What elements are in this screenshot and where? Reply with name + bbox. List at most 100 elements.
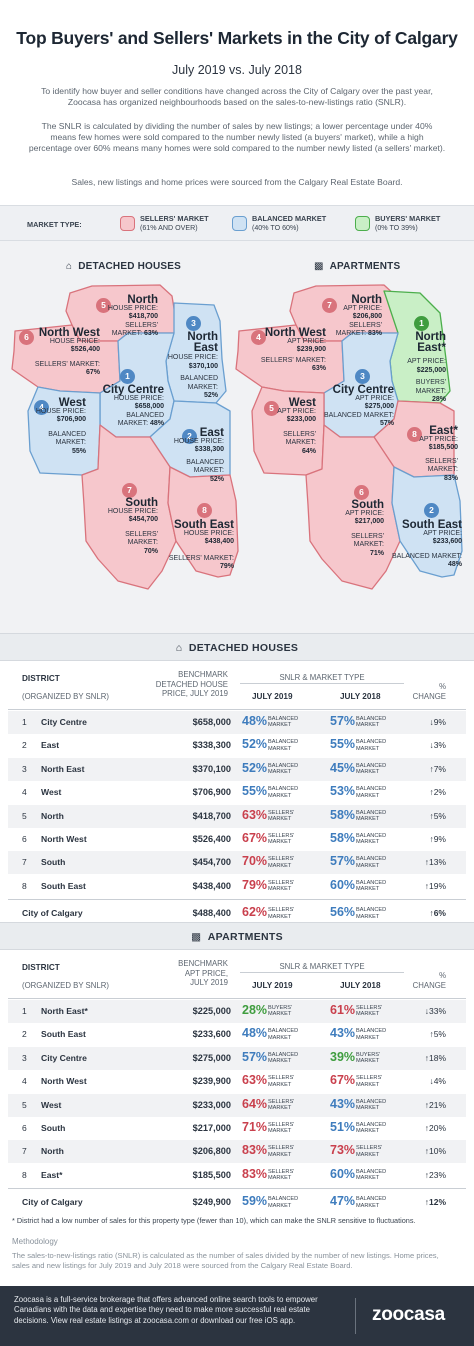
price-value: $418,700 (128, 313, 158, 321)
change-cell: ↑10% (416, 1146, 446, 1156)
district-cell: City Centre (41, 1052, 87, 1063)
table-row: 8 East* $185,500 83% SELLERS' MARKET 60% BALANC… (8, 1164, 466, 1187)
snlr-2019-cell: 79% (242, 877, 268, 892)
col-change-text: CHANGE (412, 980, 446, 990)
price-cell: $438,400 (192, 880, 231, 891)
region-name: North East (187, 331, 218, 354)
col-2018: JULY 2018 (340, 692, 381, 701)
district-cell: South East (41, 1029, 86, 1040)
market-word: MARKET (356, 913, 380, 920)
market-word: MARKET (356, 862, 380, 869)
table-row: 7 North $206,800 83% SELLERS' MARKET 73% SELLER… (8, 1140, 466, 1164)
col-2019: JULY 2019 (252, 692, 293, 701)
legend-balanced: BALANCED MARKET (40% TO 60%) (252, 214, 326, 232)
market-word: MARKET (268, 913, 292, 920)
change-value: 19% (428, 880, 446, 891)
apt-citycentre-label: City Centre APT PRICE: $275,000 BALANCED… (322, 385, 394, 429)
detached-east-label: East HOUSE PRICE: $338,300 BALANCED MARK… (170, 428, 224, 485)
price-cell: $370,100 (192, 763, 231, 774)
region-name: North (351, 294, 382, 306)
col-district: DISTRICT (22, 674, 60, 683)
col-snlr: SNLR & MARKET TYPE (279, 962, 365, 971)
market-type-2019: BALANCED MARKET (268, 739, 298, 752)
market-word: MARKET (268, 862, 292, 869)
rank-cell: 3 (22, 763, 27, 774)
market-label: SELLERS' MARKET: (168, 554, 234, 562)
arrow-up-icon: ↑ (424, 857, 429, 868)
change-value: 6% (433, 908, 446, 919)
price-value: $206,800 (352, 313, 382, 321)
price-cell: $217,000 (192, 1123, 231, 1133)
market-word: MARKET (268, 886, 292, 893)
price-cell: $658,000 (192, 717, 231, 727)
market-word: BALANCED (356, 809, 387, 816)
snlr-value: 48% (447, 561, 462, 569)
header: Top Buyers' and Sellers' Markets in the … (0, 0, 474, 205)
change-value: 23% (428, 1169, 446, 1180)
detached-map-title-text: DETACHED HOUSES (78, 261, 182, 272)
arrow-up-icon: ↑ (424, 1197, 429, 1208)
change-value: 7% (433, 763, 446, 774)
change-value: 4% (433, 1076, 446, 1087)
snlr-2019-cell: 55% (242, 784, 268, 799)
market-type-2018: BALANCED MARKET (356, 856, 386, 869)
col-divider (240, 972, 404, 973)
market-word: MARKET (268, 1058, 292, 1065)
snlr-value: 83% (367, 330, 382, 338)
snlr-value: 28% (431, 396, 446, 404)
arrow-up-icon: ↑ (429, 834, 434, 844)
market-type-2018: BALANCED MARKET (356, 880, 386, 893)
change-value: 9% (433, 834, 446, 844)
detached-table-title: DETACHED HOUSES (188, 642, 299, 654)
apartments-table-title: APARTMENTS (207, 931, 283, 943)
price-cell: $225,000 (192, 1006, 231, 1016)
change-cell: ↑18% (416, 1053, 446, 1063)
price-label: APT PRICE: (419, 435, 458, 443)
rank-badge: 4 (34, 400, 49, 415)
market-type-2019: SELLERS' MARKET (268, 1099, 294, 1112)
region-name: North West (264, 327, 326, 339)
change-value: 10% (428, 1146, 446, 1157)
rank-badge: 1 (414, 316, 429, 331)
district-cell: North (41, 1146, 64, 1157)
region-name: West (288, 397, 316, 409)
apt-north-label: North APT PRICE: $206,800 SELLERS' MARKE… (330, 294, 382, 339)
region-name: South East (173, 519, 234, 531)
change-cell: ↓4% (416, 1076, 446, 1086)
col-district: DISTRICT (22, 963, 60, 972)
table-row: 2 South East $233,600 48% BALANCED MARKET 43% B… (8, 1023, 466, 1046)
market-word: BALANCED (268, 739, 299, 746)
market-label: BALANCED MARKET: (391, 552, 462, 560)
district-maps-svg (11, 284, 463, 590)
rank-cell: 4 (22, 787, 27, 798)
arrow-up-icon: ↑ (424, 880, 429, 891)
market-label: BALANCED MARKET: (323, 411, 394, 419)
market-word: BALANCED (268, 1196, 299, 1203)
snlr-2019-cell: 57% (242, 1049, 268, 1064)
price-label: HOUSE PRICE: (173, 437, 224, 445)
market-word: SELLERS' (268, 1075, 295, 1082)
rank-badge: 6 (354, 485, 369, 500)
change-cell: ↓3% (416, 740, 446, 750)
market-word: BALANCED (268, 762, 299, 769)
building-icon: ▩ (314, 261, 324, 272)
arrow-up-icon: ↑ (424, 1123, 429, 1133)
col-price-line: PRICE, JULY 2019 (161, 689, 228, 698)
col-organized: (ORGANIZED BY SNLR) (22, 692, 109, 701)
market-word: BALANCED (356, 1196, 387, 1203)
price-label: APT PRICE: (343, 304, 382, 312)
market-label: BALANCED MARKET: (186, 458, 224, 475)
detached-table: DISTRICT (ORGANIZED BY SNLR) BENCHMARK D… (0, 661, 474, 926)
market-type-2018: BALANCED MARKET (356, 1099, 386, 1112)
price-label: HOUSE PRICE: (49, 337, 100, 345)
buyers-swatch (355, 216, 370, 231)
home-icon: ⌂ (66, 261, 73, 272)
price-label: APT PRICE: (345, 509, 384, 517)
sellers-swatch (120, 216, 135, 231)
col-2018: JULY 2018 (340, 981, 381, 990)
rank-cell: 5 (22, 1099, 27, 1110)
market-word: BALANCED (268, 786, 299, 793)
zoocasa-logo[interactable]: zoocasa (372, 1304, 445, 1325)
change-cell: ↑5% (416, 811, 446, 821)
snlr-2018-cell: 39% (330, 1049, 356, 1064)
